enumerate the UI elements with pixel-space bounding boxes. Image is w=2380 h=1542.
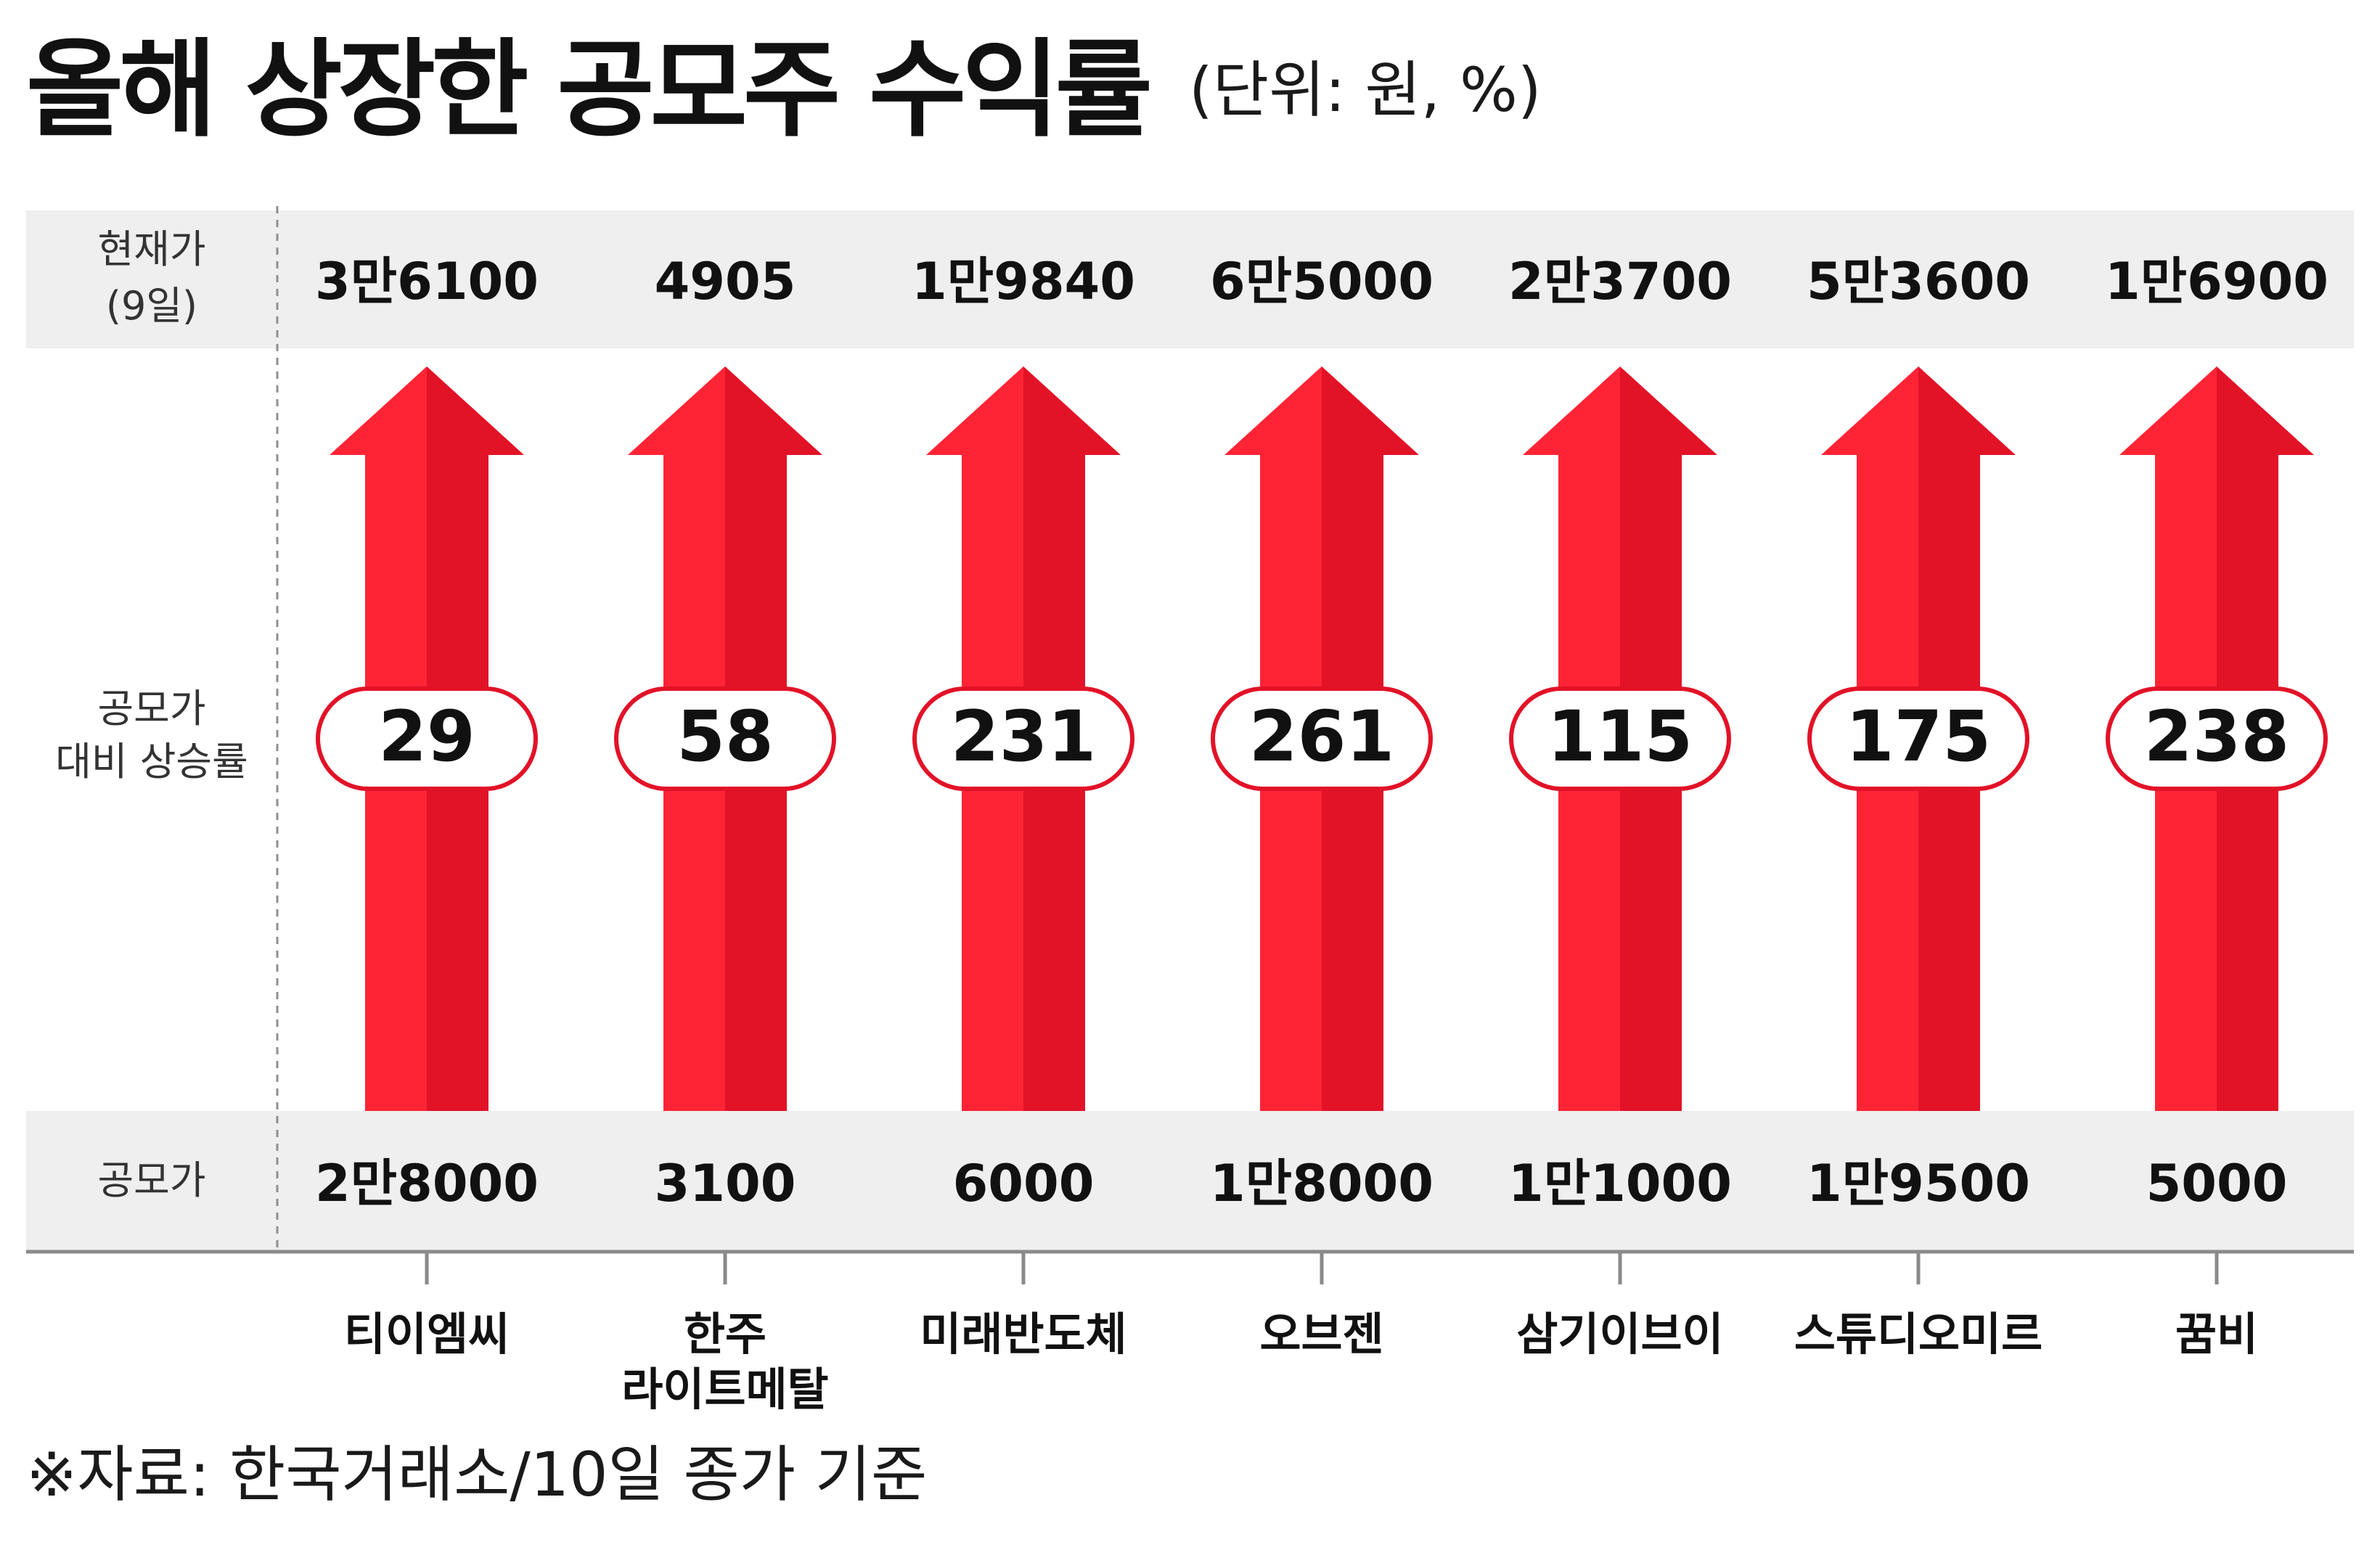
current-price-value: 6만5000 — [1210, 252, 1434, 311]
ipo-price-value: 1만1000 — [1508, 1154, 1732, 1213]
company-name: 스튜디오미르 — [1794, 1308, 2042, 1361]
return-rate-value: 29 — [378, 696, 475, 777]
company-name: 꿈비 — [2175, 1308, 2258, 1361]
current-price-value: 2만3700 — [1508, 252, 1732, 311]
current-price-date-label: (9일) — [106, 283, 197, 329]
tick-group — [425, 1253, 2219, 1284]
current-price-value: 5만3600 — [1807, 252, 2030, 311]
ipo-price-value: 1만8000 — [1210, 1154, 1434, 1213]
return-rate-pill — [1211, 686, 1433, 791]
return-rate-pill — [1807, 686, 2029, 791]
return-rate-value: 115 — [1547, 696, 1693, 777]
ipo-price-band — [26, 1111, 2354, 1250]
return-rate-pill — [316, 686, 538, 791]
return-rate-value: 231 — [951, 696, 1096, 777]
ipo-price-value: 5000 — [2146, 1154, 2288, 1213]
ipo-price-value: 3100 — [655, 1154, 796, 1213]
source-footnote: ※자료: 한국거래소/10일 종가 기준 — [26, 1439, 928, 1510]
current-price-value: 4905 — [655, 252, 796, 311]
current-price-value: 3만6100 — [315, 252, 539, 311]
return-rate-value: 238 — [2144, 696, 2289, 777]
return-rate-value: 58 — [676, 696, 774, 777]
return-rate-label: 공모가 — [97, 686, 205, 731]
current-price-value: 1만9840 — [912, 252, 1135, 311]
return-rate-value: 261 — [1249, 696, 1394, 777]
company-name: 미래반도체 — [920, 1308, 1126, 1361]
current-price-label: 현재가 — [97, 226, 205, 272]
company-name: 티이엠씨 — [344, 1308, 510, 1361]
title-row: 올해 상장한 공모주 수익률 (단위: 원, %) — [26, 17, 1542, 163]
company-name: 오브젠 — [1259, 1308, 1383, 1361]
return-rate-value: 175 — [1846, 696, 1991, 777]
company-name: 삼기이브이 — [1516, 1308, 1723, 1361]
chart-title: 올해 상장한 공모주 수익률 — [26, 28, 1153, 152]
return-rate-pill — [2106, 686, 2328, 791]
current-price-band — [26, 210, 2354, 348]
ipo-price-value: 2만8000 — [315, 1154, 539, 1213]
unit-label: (단위: 원, %) — [1189, 54, 1542, 126]
ipo-price-label: 공모가 — [97, 1157, 205, 1203]
return-rate-label-2: 대비 상승률 — [55, 739, 248, 784]
return-rate-pill — [912, 686, 1134, 791]
ipo-price-value: 1만9500 — [1807, 1154, 2030, 1213]
company-name: 한주 — [684, 1308, 766, 1361]
current-price-value: 1만6900 — [2105, 252, 2328, 311]
return-rate-pill — [614, 686, 836, 791]
return-rate-pill — [1509, 686, 1731, 791]
company-name: 라이트메탈 — [621, 1363, 828, 1416]
ipo-price-value: 6000 — [953, 1154, 1095, 1213]
